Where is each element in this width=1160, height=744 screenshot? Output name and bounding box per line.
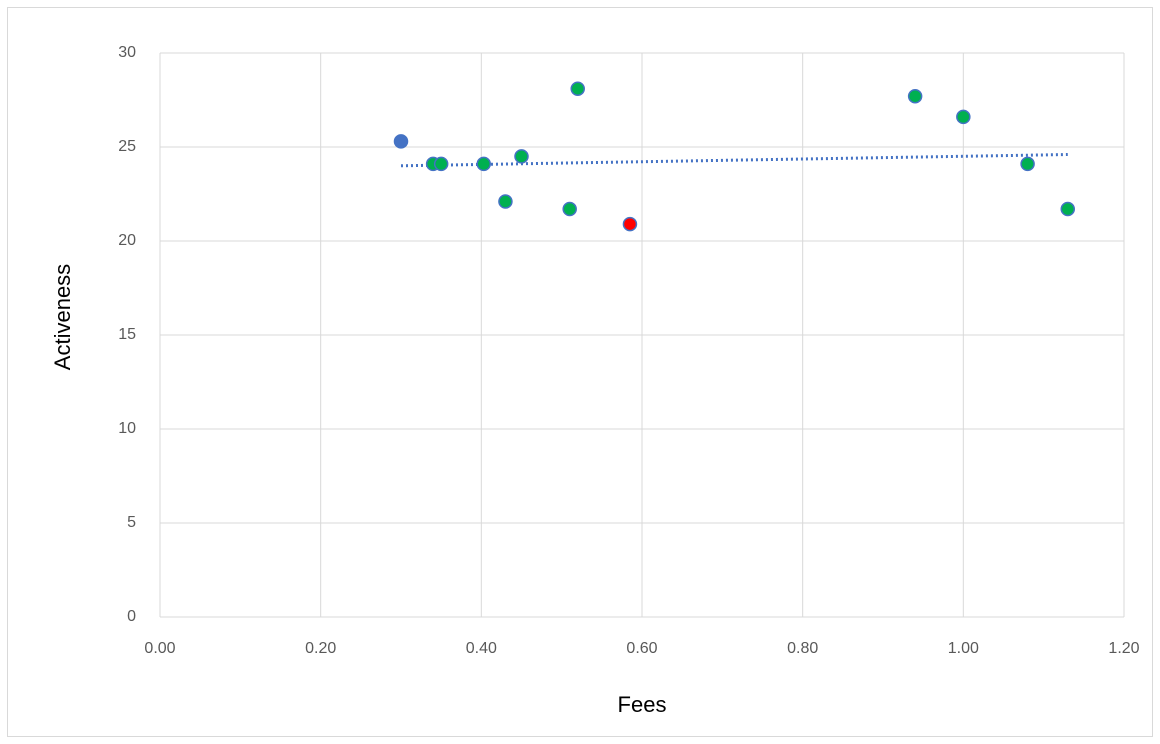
point bbox=[393, 134, 409, 149]
y-tick-label: 5 bbox=[127, 514, 136, 531]
y-tick-label: 10 bbox=[118, 420, 136, 437]
x-axis-title: Fees bbox=[618, 692, 667, 717]
point bbox=[433, 156, 449, 172]
x-tick-label: 0.80 bbox=[787, 640, 818, 657]
x-tick-label: 0.40 bbox=[466, 640, 497, 657]
point bbox=[570, 81, 585, 96]
point bbox=[562, 201, 577, 217]
y-axis-title: Activeness bbox=[50, 264, 75, 370]
trendline bbox=[400, 153, 1068, 168]
point bbox=[907, 88, 923, 104]
point bbox=[476, 156, 491, 172]
y-tick-label: 25 bbox=[118, 138, 136, 155]
point bbox=[514, 149, 529, 164]
y-tick-label: 20 bbox=[118, 232, 136, 249]
x-tick-label: 0.60 bbox=[626, 640, 657, 657]
point bbox=[622, 216, 638, 232]
x-tick-label: 0.00 bbox=[144, 640, 175, 657]
x-tick-label: 1.00 bbox=[948, 640, 979, 657]
point bbox=[498, 194, 513, 209]
chart-border bbox=[7, 7, 1153, 737]
x-tick-label: 1.20 bbox=[1108, 640, 1139, 657]
point bbox=[1060, 201, 1076, 217]
x-tick-label: 0.20 bbox=[305, 640, 336, 657]
y-tick-label: 15 bbox=[118, 326, 136, 343]
point bbox=[956, 109, 971, 125]
y-tick-label: 0 bbox=[127, 608, 136, 625]
y-tick-label: 30 bbox=[118, 44, 136, 61]
point bbox=[1020, 156, 1035, 172]
